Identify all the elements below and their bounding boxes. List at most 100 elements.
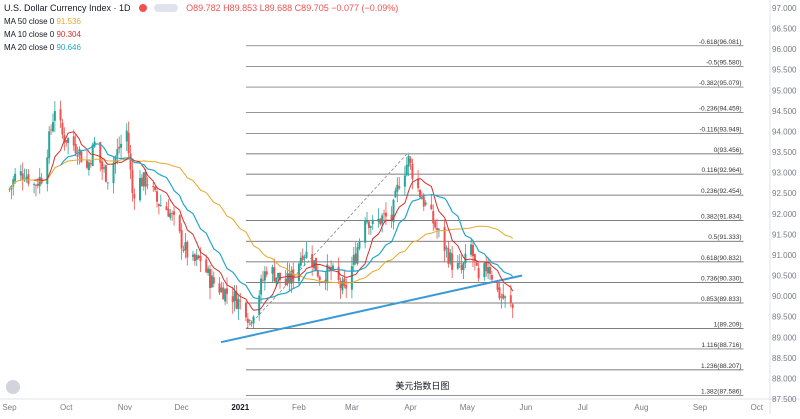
- candle-body: [437, 228, 440, 230]
- candle-body: [173, 211, 176, 215]
- candle-body: [144, 171, 147, 187]
- x-tick-label: Aug: [634, 403, 648, 412]
- x-tick-label: 2021: [231, 403, 249, 412]
- candle-body: [473, 254, 476, 261]
- candle-body: [339, 281, 342, 289]
- x-tick-label: Nov: [118, 403, 132, 412]
- toggle-pill-icon[interactable]: [153, 4, 178, 12]
- tradingview-logo-icon[interactable]: [6, 380, 20, 394]
- candle-body: [471, 244, 474, 257]
- candle-body: [417, 178, 420, 189]
- candle-body: [445, 247, 448, 249]
- candle-body: [244, 302, 247, 318]
- candle-body: [101, 161, 104, 170]
- market-status-icon: [139, 4, 148, 12]
- candle-body: [345, 284, 348, 289]
- candle-body: [152, 186, 155, 188]
- candle-body: [114, 156, 117, 164]
- x-tick-label: Jul: [578, 403, 588, 412]
- candle-body: [167, 208, 170, 217]
- candle-body: [354, 253, 357, 264]
- y-tick-label: 92.000: [772, 210, 797, 219]
- x-tick-label: Apr: [404, 403, 417, 412]
- candle-body: [475, 262, 478, 266]
- candle-body: [36, 183, 39, 186]
- candle-body: [171, 213, 174, 214]
- candle-body: [341, 280, 344, 291]
- candle-body: [207, 268, 210, 274]
- candle-body: [326, 264, 329, 284]
- candle-body: [301, 255, 304, 261]
- ma10-legend[interactable]: MA 10 close 0 90.304: [4, 30, 81, 39]
- x-tick-label: Mar: [345, 403, 359, 412]
- candle-body: [156, 191, 159, 202]
- candle-body: [390, 214, 393, 220]
- fib-level-label: 0.853(89.833): [701, 296, 741, 303]
- candle-body: [165, 206, 168, 211]
- candle-body: [381, 215, 384, 224]
- candle-body: [12, 179, 15, 187]
- candle-body: [260, 278, 263, 295]
- candle-body: [405, 164, 408, 176]
- candle-body: [191, 254, 194, 257]
- fib-level-label: 0.382(91.834): [701, 214, 741, 221]
- candle-body: [180, 230, 183, 249]
- ma10-line: [33, 131, 514, 311]
- candle-body: [131, 170, 134, 194]
- candle-body: [407, 155, 410, 167]
- candle-body: [112, 163, 115, 184]
- candle-body: [420, 198, 423, 200]
- candle-body: [50, 129, 53, 131]
- symbol-title[interactable]: U.S. Dollar Currency Index · 1D: [4, 3, 131, 13]
- candle-body: [140, 177, 143, 187]
- candle-body: [19, 171, 22, 176]
- candle-body: [169, 213, 172, 218]
- candle-body: [120, 143, 123, 148]
- candle-body: [104, 165, 107, 182]
- candle-body: [460, 264, 463, 271]
- candle-body: [63, 135, 66, 143]
- candle-body: [235, 292, 238, 309]
- fib-level-label: 0.116(92.964): [702, 167, 742, 174]
- candle-body: [48, 131, 51, 159]
- chart-header: U.S. Dollar Currency Index · 1D O89.782 …: [4, 3, 398, 13]
- ma20-value: 90.646: [56, 43, 81, 52]
- candle-body: [91, 144, 94, 167]
- candle-body: [34, 184, 37, 186]
- ohlc-readout: O89.782 H89.853 L89.688 C89.705 −0.077 (…: [186, 3, 399, 13]
- fib-level-label: -0.116(93.949): [699, 127, 741, 134]
- candles-group: [8, 100, 514, 329]
- candle-body: [237, 298, 240, 310]
- candle-body: [159, 204, 162, 206]
- candle-body: [14, 173, 17, 182]
- candle-body: [220, 287, 223, 292]
- candle-body: [511, 304, 514, 309]
- candle-body: [80, 151, 83, 163]
- candle-body: [86, 160, 89, 168]
- candle-body: [271, 267, 274, 274]
- candle-body: [89, 163, 92, 165]
- ma50-legend[interactable]: MA 50 close 0 91.536: [4, 17, 81, 26]
- candle-body: [59, 109, 62, 121]
- candle-body: [182, 249, 185, 251]
- candle-body: [292, 269, 295, 282]
- candle-body: [371, 219, 374, 224]
- ma20-legend[interactable]: MA 20 close 0 90.646: [4, 43, 81, 52]
- candle-body: [449, 252, 452, 264]
- candle-body: [184, 242, 187, 251]
- ma50-value: 91.536: [56, 17, 81, 26]
- candle-body: [46, 157, 49, 184]
- y-tick-label: 96.500: [772, 25, 797, 34]
- candle-body: [199, 255, 202, 262]
- candle-body: [509, 295, 512, 304]
- candle-body: [483, 263, 486, 278]
- candle-body: [76, 154, 79, 157]
- ma50-label: MA 50 close 0: [4, 17, 55, 26]
- candle-body: [116, 149, 119, 157]
- candle-body: [103, 167, 106, 169]
- y-tick-label: 95.000: [772, 86, 797, 95]
- candle-body: [434, 221, 437, 228]
- candle-body: [409, 158, 412, 163]
- y-tick-label: 89.500: [772, 313, 797, 322]
- candle-body: [224, 289, 227, 302]
